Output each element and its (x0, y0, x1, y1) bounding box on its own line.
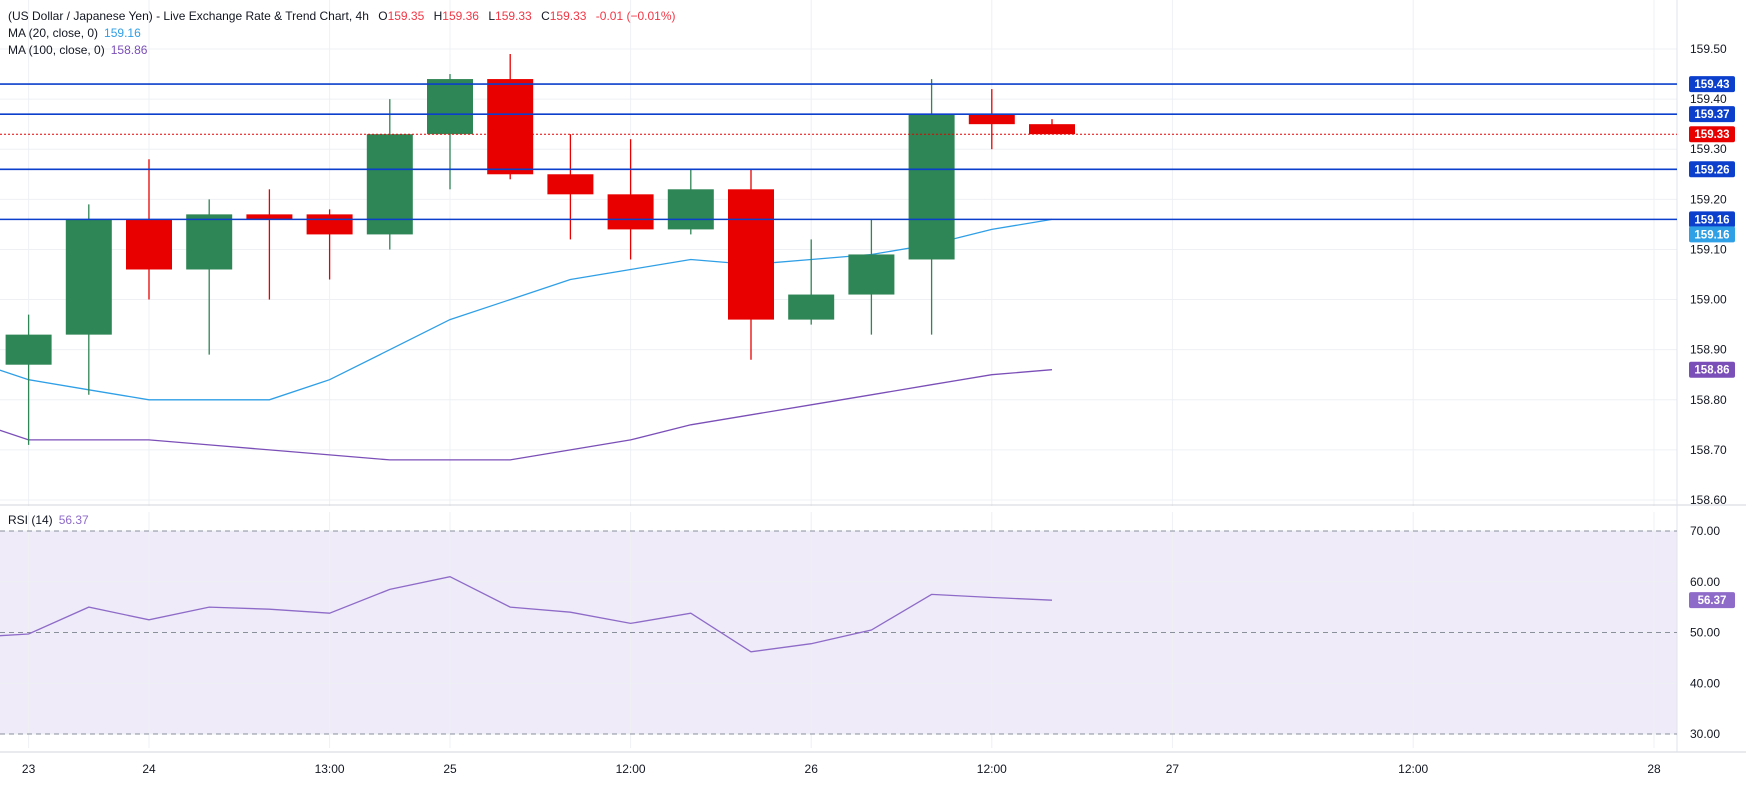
rsi-badge (1689, 592, 1735, 609)
rsi-legend[interactable]: RSI (14) 56.37 (8, 512, 89, 528)
ma100-value: 158.86 (110, 43, 148, 57)
candle-body-up (848, 254, 895, 295)
price-badge-ma20 (1689, 226, 1735, 243)
rsi-tick-label: 60.00 (1690, 575, 1720, 589)
candle-body-up (5, 334, 52, 365)
ma20-label: MA (20, close, 0) (8, 26, 99, 40)
price-tick-label: 159.50 (1690, 42, 1727, 56)
ma100-label: MA (100, close, 0) (8, 43, 105, 57)
candle-body-down (487, 79, 534, 175)
price-tick-label: 158.90 (1690, 343, 1727, 357)
high-value: 159.36 (442, 9, 479, 23)
rsi-line (0, 576, 1053, 653)
price-badge-last (1689, 126, 1735, 143)
price-badge-label: 159.26 (1694, 164, 1729, 176)
high-label: H (433, 9, 443, 23)
price-badge-label: 159.16 (1694, 214, 1729, 226)
ma100-legend[interactable]: MA (100, close, 0) 158.86 (8, 42, 147, 58)
time-tick-label: 12:00 (1398, 762, 1428, 776)
price-badge-label: 159.33 (1694, 129, 1729, 141)
price-badge-hline (1689, 106, 1735, 123)
time-tick-label: 27 (1166, 762, 1180, 776)
open-value: 159.35 (387, 9, 425, 23)
candle-body-down (968, 114, 1015, 125)
price-tick-label: 159.30 (1690, 142, 1727, 156)
candle-body-down (607, 194, 654, 230)
rsi-badge-label: 56.37 (1698, 595, 1727, 607)
candle-body-down (728, 189, 774, 320)
change-value: -0.01 (−0.01%) (595, 9, 676, 23)
candle-body-up (667, 189, 714, 230)
price-tick-label: 158.80 (1690, 393, 1727, 407)
price-badge-hline (1689, 76, 1735, 93)
time-tick-label: 23 (22, 762, 36, 776)
candle-body-down (547, 174, 594, 195)
candle-body-up (366, 134, 413, 235)
rsi-value: 56.37 (58, 513, 89, 527)
close-label: C (541, 9, 550, 23)
rsi-tick-label: 70.00 (1690, 524, 1720, 538)
ma20-legend[interactable]: MA (20, close, 0) 159.16 (8, 25, 141, 41)
time-tick-label: 24 (142, 762, 156, 776)
price-tick-label: 159.20 (1690, 192, 1727, 206)
candle-body-down (126, 219, 172, 270)
symbol-legend: (US Dollar / Japanese Yen) - Live Exchan… (8, 8, 676, 24)
symbol-title[interactable]: (US Dollar / Japanese Yen) - Live Exchan… (8, 9, 369, 23)
ma20-value: 159.16 (104, 26, 141, 40)
candle-body-down (1029, 124, 1075, 135)
price-tick-label: 159.10 (1690, 242, 1727, 256)
candle-body-up (427, 79, 473, 135)
rsi-label: RSI (14) (8, 513, 53, 527)
time-tick-label: 28 (1647, 762, 1661, 776)
price-badge-hline (1689, 161, 1735, 178)
close-value: 159.33 (549, 9, 587, 23)
price-badge-label: 159.43 (1694, 79, 1729, 91)
candle-body-up (908, 114, 955, 260)
time-tick-label: 25 (443, 762, 457, 776)
low-value: 159.33 (495, 9, 532, 23)
candle-body-up (788, 294, 835, 320)
rsi-tick-label: 30.00 (1690, 727, 1720, 741)
open-label: O (378, 9, 388, 23)
price-badge-label: 158.86 (1694, 365, 1729, 377)
price-badge-ma100 (1689, 361, 1735, 378)
price-tick-label: 159.40 (1690, 92, 1727, 106)
rsi-tick-label: 40.00 (1690, 676, 1720, 690)
price-badge-hline (1689, 211, 1735, 228)
price-tick-label: 158.60 (1690, 493, 1727, 507)
price-tick-label: 159.00 (1690, 293, 1727, 307)
time-tick-label: 12:00 (977, 762, 1007, 776)
ma100-line (0, 369, 1053, 461)
time-tick-label: 12:00 (616, 762, 646, 776)
price-tick-label: 158.70 (1690, 443, 1727, 457)
candle-body-down (246, 214, 293, 220)
candle-body-up (65, 219, 112, 335)
candle-body-up (186, 214, 233, 270)
candle-body-down (306, 214, 353, 235)
low-label: L (488, 9, 496, 23)
price-badge-label: 159.37 (1694, 109, 1729, 121)
time-tick-label: 13:00 (315, 762, 345, 776)
price-badge-label: 159.16 (1694, 229, 1729, 241)
time-tick-label: 26 (805, 762, 819, 776)
rsi-tick-label: 50.00 (1690, 626, 1720, 640)
